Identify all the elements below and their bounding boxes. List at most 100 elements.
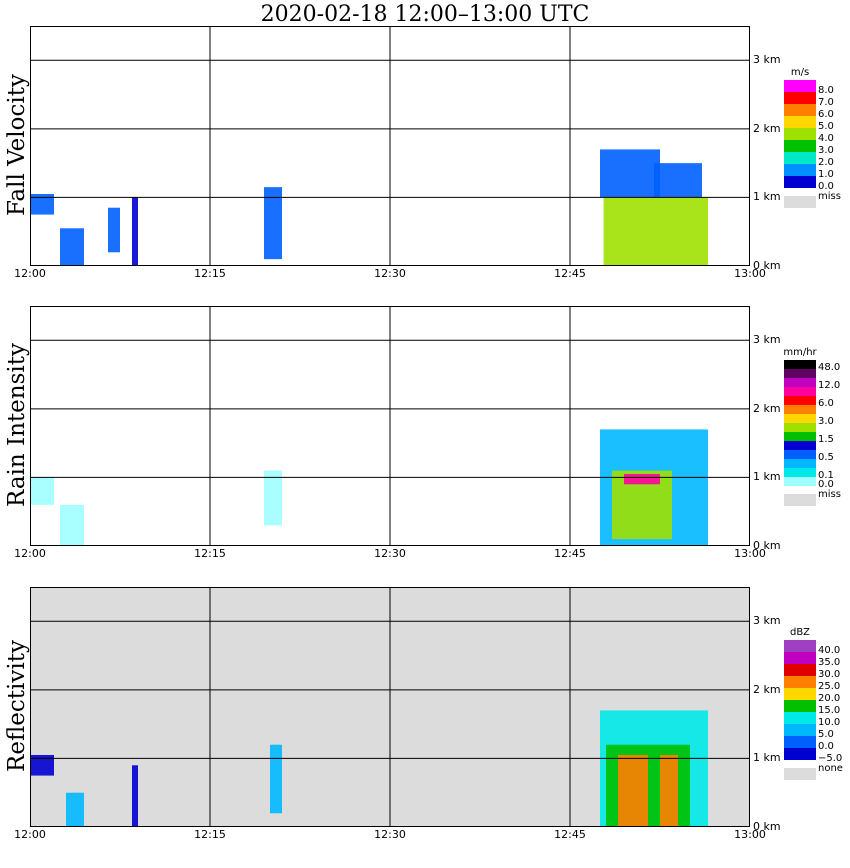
colorbar-swatch <box>784 140 816 152</box>
echo-cell <box>270 744 282 814</box>
y-tick-label: 2 km <box>753 121 781 135</box>
colorbar-unit: dBZ <box>789 627 811 638</box>
colorbar-label: 15.0 <box>818 705 841 716</box>
colorbar-label: 3.0 <box>818 416 834 427</box>
colorbar-swatch <box>784 128 816 140</box>
echo-cell <box>30 194 54 215</box>
echo-cell <box>30 755 54 776</box>
echo-cell <box>654 163 702 198</box>
colorbar-missing-label: miss <box>818 489 841 500</box>
colorbar-swatch <box>784 664 816 676</box>
y-tick-label: 2 km <box>753 682 781 696</box>
colorbar-swatch <box>784 441 816 450</box>
echo-cell <box>264 470 282 526</box>
colorbar-swatch <box>784 369 816 378</box>
colorbar-label: 5.0 <box>818 121 834 132</box>
x-tick-label: 12:00 <box>14 267 46 280</box>
y-tick-label: 0 km <box>753 820 781 833</box>
colorbar-swatch <box>784 164 816 176</box>
colorbar-swatch <box>784 152 816 164</box>
echo-cell <box>624 474 660 485</box>
x-tick-label: 12:30 <box>374 267 406 280</box>
x-tick-label: 12:45 <box>554 267 586 280</box>
echo-cell <box>660 755 678 827</box>
y-tick-label: 0 km <box>753 259 781 272</box>
y-tick-label: 3 km <box>753 333 781 347</box>
colorbar-swatch <box>784 360 816 369</box>
colorbar-swatch <box>784 700 816 712</box>
colorbar-swatch <box>784 652 816 664</box>
echo-cell <box>603 197 708 266</box>
colorbar-label: 4.0 <box>818 133 834 144</box>
colorbar-label: 6.0 <box>818 398 834 409</box>
colorbar-label: 35.0 <box>818 657 841 668</box>
colorbar-swatch <box>784 712 816 724</box>
colorbar-label: 0.0 <box>818 741 834 752</box>
colorbar-swatch <box>784 676 816 688</box>
y-tick-label: 1 km <box>753 470 781 484</box>
colorbar-swatch <box>784 176 816 188</box>
colorbar-label: 0.1 <box>818 470 834 481</box>
echo-cell <box>60 504 84 546</box>
y-tick-label: 2 km <box>753 401 781 415</box>
colorbar-swatch <box>784 748 816 760</box>
colorbar-label: 25.0 <box>818 681 841 692</box>
colorbar-swatch <box>784 688 816 700</box>
colorbar-missing-swatch <box>784 494 816 506</box>
colorbar-label: −5.0 <box>818 753 843 764</box>
colorbar-swatch <box>784 405 816 414</box>
colorbar-label: 0.5 <box>818 452 834 463</box>
colorbar-label: 3.0 <box>818 145 834 156</box>
x-tick-label: 13:00 <box>734 267 766 280</box>
colorbar-swatch <box>784 459 816 468</box>
colorbar-swatch <box>784 387 816 396</box>
echo-cell <box>618 755 648 827</box>
echo-cell <box>132 765 138 827</box>
colorbar-label: 1.0 <box>818 169 834 180</box>
y-tick-label: 3 km <box>753 614 781 628</box>
colorbar-label: 8.0 <box>818 85 834 96</box>
colorbar-unit: mm/hr <box>783 347 817 358</box>
colorbar-swatch <box>784 423 816 432</box>
echo-cell <box>66 792 84 827</box>
figure-title: 2020-02-18 12:00–13:00 UTC <box>260 2 590 27</box>
x-tick-label: 12:30 <box>374 547 406 560</box>
colorbar-swatch <box>784 724 816 736</box>
y-tick-label: 1 km <box>753 190 781 204</box>
echo-cell <box>600 149 660 198</box>
colorbar-swatch <box>784 414 816 423</box>
plot-frame <box>30 587 750 827</box>
colorbar-label: 48.0 <box>818 362 841 373</box>
y-tick-label: 0 km <box>753 539 781 552</box>
x-tick-label: 12:15 <box>194 547 226 560</box>
colorbar-label: 1.5 <box>818 434 834 445</box>
x-tick-label: 13:00 <box>734 547 766 560</box>
plot-frame <box>30 306 750 546</box>
colorbar-swatch <box>784 450 816 459</box>
x-tick-label: 12:00 <box>14 547 46 560</box>
colorbar-label: 5.0 <box>818 729 834 740</box>
colorbar-swatch <box>784 116 816 128</box>
colorbar-label: 10.0 <box>818 717 841 728</box>
echo-cell <box>60 228 84 266</box>
x-tick-label: 12:45 <box>554 547 586 560</box>
colorbar-label: 20.0 <box>818 693 841 704</box>
colorbar-swatch <box>784 104 816 116</box>
colorbar-swatch <box>784 468 816 477</box>
x-tick-label: 12:15 <box>194 267 226 280</box>
colorbar-unit: m/s <box>790 67 810 78</box>
x-tick-label: 13:00 <box>734 828 766 841</box>
colorbar-label: 0.0 <box>818 181 834 192</box>
colorbar-label: 2.0 <box>818 157 834 168</box>
x-tick-label: 12:30 <box>374 828 406 841</box>
plot-frame <box>30 26 750 266</box>
y-tick-label: 3 km <box>753 53 781 67</box>
colorbar-swatch <box>784 80 816 92</box>
y-tick-label: 1 km <box>753 751 781 765</box>
colorbar-label: 30.0 <box>818 669 841 680</box>
x-tick-label: 12:00 <box>14 828 46 841</box>
colorbar-label: 12.0 <box>818 380 841 391</box>
